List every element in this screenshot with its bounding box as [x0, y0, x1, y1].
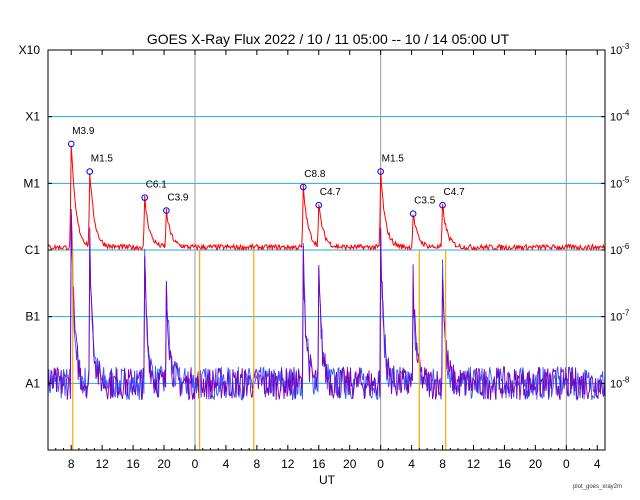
chart-title: GOES X-Ray Flux 2022 / 10 / 11 05:00 -- … [147, 31, 510, 47]
right-axis-exponent: -5 [622, 175, 630, 184]
flare-label: C4.7 [320, 187, 342, 198]
right-axis-exponent: -6 [622, 242, 630, 251]
x-tick-label: 16 [312, 457, 326, 471]
right-axis-label: 10-6 [610, 242, 630, 257]
right-axis-label: 10-8 [610, 375, 630, 390]
flare-label: C3.9 [167, 193, 189, 204]
right-axis-base: 10 [610, 245, 622, 257]
flare-marker [86, 168, 94, 175]
x-tick-label: 8 [439, 457, 446, 471]
flare-markers: M3.9 M1.5 C6.1 C3.9 C8.8 C4.7 M1.5 C3.5 C4.7 [67, 126, 466, 218]
right-axis-base: 10 [610, 378, 622, 390]
flare-label: C8.8 [304, 169, 326, 180]
x-tick-label: 0 [192, 457, 199, 471]
right-axis-label: 10-5 [610, 175, 630, 190]
x-tick-label: 0 [563, 457, 570, 471]
x-axis-label: UT [319, 473, 336, 487]
x-tick-label: 20 [529, 457, 543, 471]
flare-marker [409, 210, 417, 218]
right-axis-base: 10 [610, 45, 622, 57]
flare-label: M3.9 [72, 126, 95, 137]
right-axis-label: 10-3 [610, 42, 630, 57]
x-tick-label: 8 [68, 457, 75, 471]
left-axis: X10 X1 M1 C1 B1 A1 [19, 43, 52, 390]
x-tick-label: 12 [467, 457, 481, 471]
x-tick-label: 20 [157, 457, 171, 471]
left-axis-label: C1 [25, 243, 41, 257]
flare-label: M1.5 [91, 154, 114, 165]
right-axis-base: 10 [610, 112, 622, 124]
x-tick-label: 0 [377, 457, 384, 471]
flare-marker [439, 201, 446, 209]
x-tick-label: 4 [223, 457, 230, 471]
x-tick-label: 20 [343, 457, 357, 471]
x-tick-label: 16 [126, 457, 140, 471]
right-axis-exponent: -3 [622, 42, 630, 51]
flare-marker [141, 194, 149, 201]
right-axis-label: 10-7 [610, 309, 630, 324]
right-axis-base: 10 [610, 178, 622, 190]
right-axis-exponent: -7 [622, 309, 630, 318]
x-tick-label: 4 [594, 457, 601, 471]
right-axis-base: 10 [610, 312, 622, 324]
series-long-line [47, 145, 606, 252]
series-group [47, 145, 606, 450]
x-tick-label: 16 [498, 457, 512, 471]
right-axis-label: 10-4 [610, 109, 630, 124]
left-axis-label: A1 [25, 376, 40, 390]
right-axis: 10-310-410-510-610-710-8 [601, 42, 630, 390]
left-axis-label: B1 [25, 310, 40, 324]
flare-label: C4.7 [444, 187, 466, 198]
x-tick-label: 8 [254, 457, 261, 471]
right-axis-exponent: -4 [622, 109, 630, 118]
x-tick-label: 12 [95, 457, 109, 471]
left-axis-label: X10 [19, 43, 41, 57]
left-axis-label: M1 [23, 176, 40, 190]
flare-label: C6.1 [146, 180, 168, 191]
flare-marker [315, 201, 323, 209]
x-tick-label: 12 [281, 457, 295, 471]
x-axis: 8 12 16 20 0 4 8 12 16 20 0 4 8 12 16 20 0 4 [55, 50, 601, 471]
flare-marker [67, 140, 75, 148]
flare-label: C3.5 [414, 196, 436, 207]
left-axis-label: X1 [25, 110, 40, 124]
flare-marker [163, 207, 170, 214]
flare-label: M1.5 [382, 154, 405, 165]
flare-marker [377, 168, 384, 175]
right-axis-exponent: -8 [622, 375, 630, 384]
x-tick-label: 4 [408, 457, 415, 471]
flare-marker [299, 183, 307, 191]
series-overlap-line [47, 208, 606, 402]
credit-label: plot_goes_xray2m [573, 484, 622, 490]
